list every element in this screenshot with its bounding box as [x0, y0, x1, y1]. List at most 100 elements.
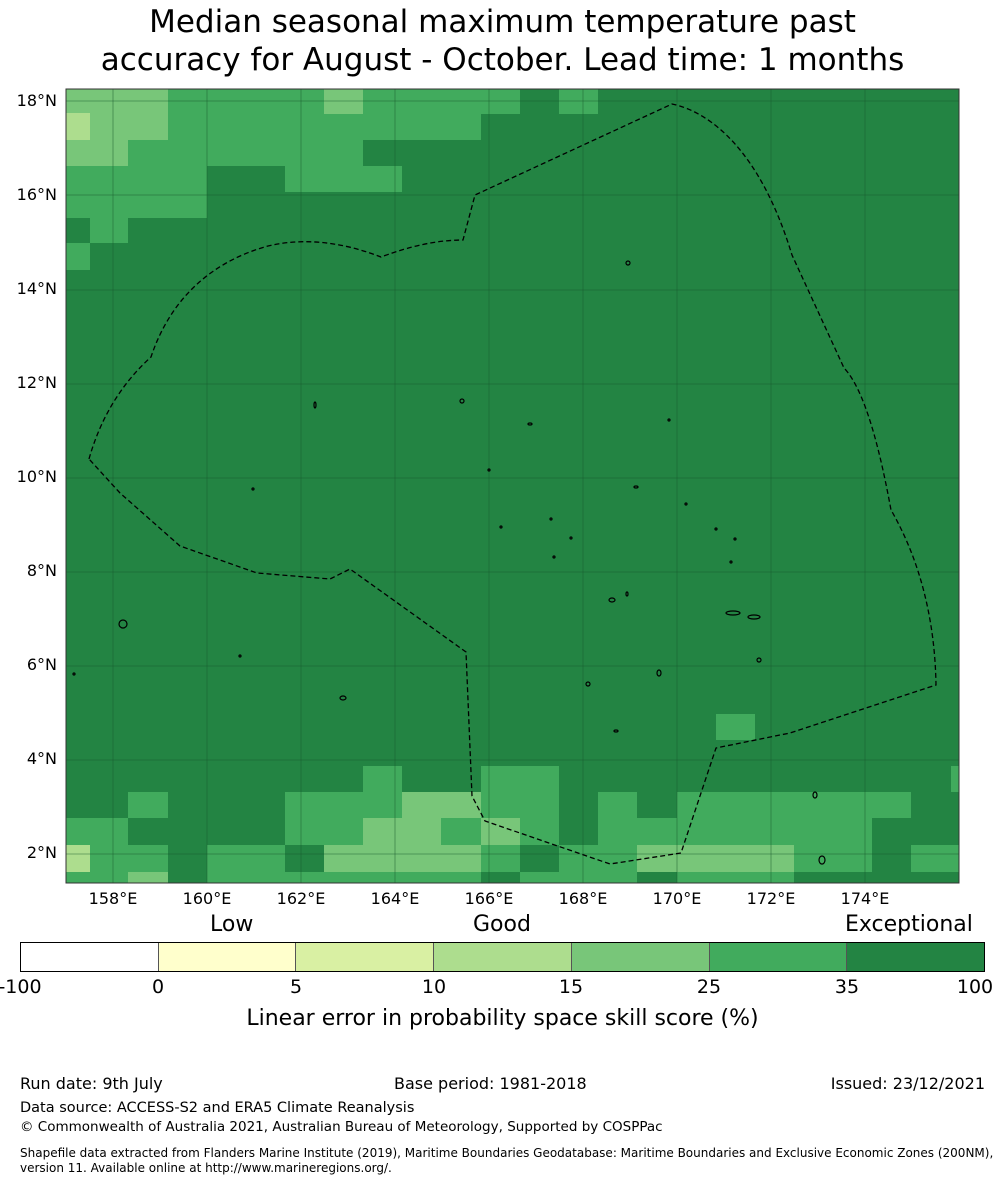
- skill-cell: [677, 872, 794, 883]
- skill-cell: [128, 140, 207, 166]
- skill-cell: [363, 114, 481, 140]
- lat-label: 18°N: [16, 91, 57, 110]
- skill-cell: [559, 89, 598, 114]
- lat-label: 8°N: [26, 561, 57, 580]
- colorbar-category-good: Good: [473, 912, 531, 937]
- island-outline: [818, 855, 826, 865]
- skill-cell: [951, 766, 959, 792]
- island-outline: [747, 614, 761, 620]
- island-outline: [569, 536, 573, 540]
- island-outline: [549, 517, 553, 521]
- skill-cell: [66, 113, 90, 140]
- copyright: © Commonwealth of Australia 2021, Austra…: [20, 1119, 663, 1135]
- skill-cell: [559, 845, 637, 872]
- island-outline: [487, 468, 491, 472]
- colorbar-tick: 25: [696, 976, 722, 998]
- island-outline: [625, 260, 631, 266]
- map-frame: [65, 88, 960, 884]
- island-outline: [527, 422, 533, 426]
- skill-cell: [363, 89, 520, 114]
- island-outline: [725, 610, 741, 616]
- island-outline: [613, 729, 619, 733]
- lat-label: 14°N: [16, 279, 57, 298]
- skill-cell: [66, 845, 90, 872]
- skill-cell: [66, 818, 128, 845]
- skill-cell: [285, 818, 363, 845]
- island-outline: [585, 681, 591, 687]
- colorbar-tick: 35: [834, 976, 860, 998]
- skill-cell: [481, 792, 559, 818]
- skill-cell: [66, 140, 128, 166]
- skill-cell: [90, 166, 207, 218]
- skill-cell: [637, 845, 794, 872]
- skill-cell: [481, 766, 559, 792]
- colorbar-segment: [847, 943, 985, 971]
- lon-label: 160°E: [182, 889, 232, 908]
- skill-cell: [285, 166, 402, 192]
- lat-label: 10°N: [16, 467, 57, 486]
- lon-label: 162°E: [276, 889, 326, 908]
- skill-cell: [66, 243, 90, 270]
- island-outline: [756, 657, 762, 663]
- lon-label: 172°E: [746, 889, 796, 908]
- skill-cell: [128, 872, 168, 883]
- island-outlines: [72, 260, 826, 865]
- lat-label: 12°N: [16, 373, 57, 392]
- skill-cell: [90, 845, 168, 872]
- island-outline: [118, 619, 128, 629]
- colorbar: [20, 942, 985, 972]
- island-outline: [812, 791, 818, 799]
- skill-cell: [66, 872, 128, 883]
- base-period: Base period: 1981-2018: [394, 1074, 587, 1093]
- lon-label: 158°E: [88, 889, 138, 908]
- skill-cell: [481, 845, 520, 872]
- lon-label: 166°E: [464, 889, 514, 908]
- skill-cell: [363, 818, 441, 845]
- island-outline: [633, 485, 639, 489]
- island-outline: [656, 669, 662, 677]
- skill-cell: [794, 845, 872, 872]
- skill-cell: [168, 89, 324, 140]
- island-outline: [625, 591, 629, 597]
- lon-label: 170°E: [652, 889, 702, 908]
- skill-cell: [911, 845, 959, 872]
- skill-cell: [520, 872, 637, 883]
- data-source: Data source: ACCESS-S2 and ERA5 Climate …: [20, 1100, 415, 1116]
- run-date: Run date: 9th July: [20, 1074, 163, 1093]
- island-outline: [313, 401, 317, 409]
- colorbar-segment: [434, 943, 572, 971]
- lat-label: 6°N: [26, 655, 57, 674]
- lon-label: 174°E: [840, 889, 890, 908]
- island-outline: [667, 418, 671, 422]
- colorbar-segment: [158, 943, 297, 971]
- colorbar-label: Linear error in probability space skill …: [246, 1006, 759, 1031]
- island-outline: [608, 597, 616, 603]
- skill-cell: [66, 166, 90, 218]
- island-outline: [714, 527, 718, 531]
- skill-cells: [66, 89, 959, 883]
- issued-date: Issued: 23/12/2021: [830, 1074, 985, 1093]
- skill-cell: [128, 792, 168, 818]
- colorbar-segment: [571, 943, 710, 971]
- colorbar-tick: -100: [0, 976, 42, 998]
- skill-cell: [441, 818, 481, 845]
- skill-cell: [207, 140, 363, 166]
- skill-cell: [285, 792, 402, 818]
- lon-label: 164°E: [370, 889, 420, 908]
- skill-cell: [716, 714, 755, 740]
- island-outline: [729, 560, 733, 564]
- lat-label: 4°N: [26, 749, 57, 768]
- skill-cell: [402, 792, 481, 818]
- skill-cell: [324, 845, 481, 872]
- skill-score-map: [65, 88, 960, 884]
- skill-cell: [207, 872, 363, 883]
- island-outline: [72, 672, 76, 676]
- skill-cell: [598, 818, 872, 845]
- skill-cell: [363, 766, 402, 792]
- colorbar-category-low: Low: [210, 912, 254, 937]
- colorbar-category-exceptional: Exceptional: [845, 912, 973, 937]
- colorbar-tick: 5: [289, 976, 303, 998]
- colorbar-tick: 100: [956, 976, 994, 998]
- lon-label: 168°E: [558, 889, 608, 908]
- colorbar-segment: [709, 943, 848, 971]
